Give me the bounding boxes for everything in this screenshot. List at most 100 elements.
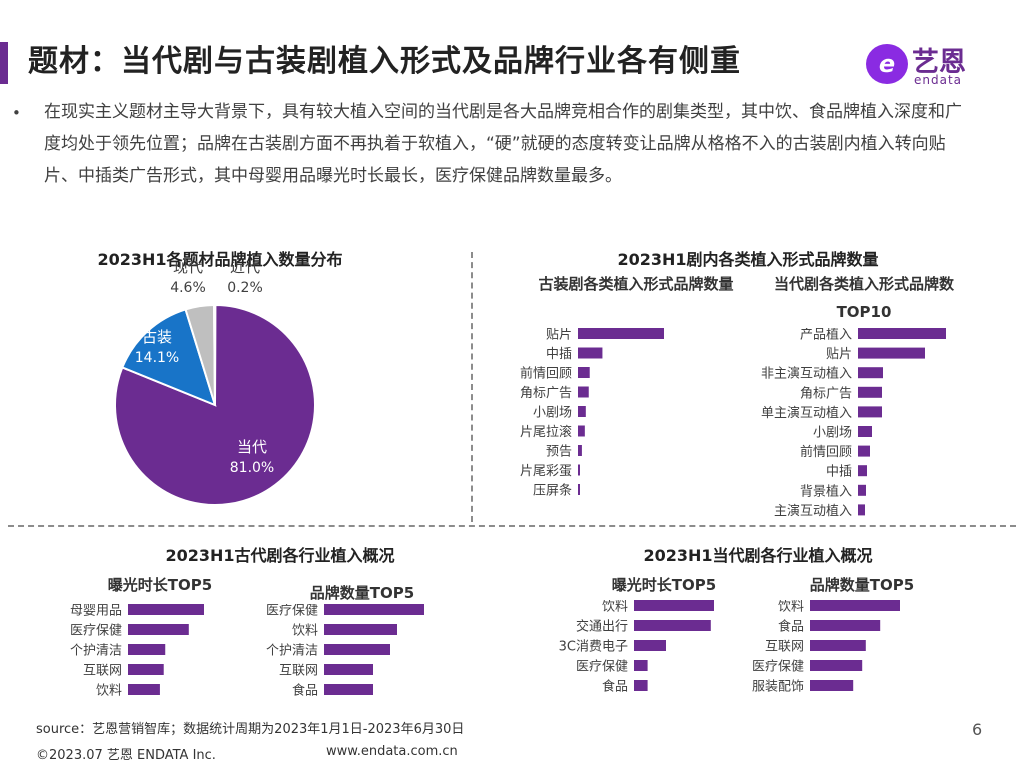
bar: [858, 445, 870, 457]
bullet-dot: •: [12, 104, 21, 122]
bar-category-label: 互联网: [83, 664, 122, 679]
bar-category-label: 3C消费电子: [559, 640, 628, 655]
bar-category-label: 互联网: [765, 640, 804, 655]
bar-category-label: 背景植入: [800, 484, 852, 499]
bar: [634, 620, 711, 631]
bar: [634, 640, 666, 651]
bar-category-label: 产品植入: [800, 328, 852, 343]
bar: [634, 660, 648, 671]
bar-category-label: 医疗保健: [266, 604, 318, 619]
pie-slice-3: [213, 304, 217, 406]
bar-category-label: 医疗保健: [70, 624, 122, 639]
pie-slice-value: 81.0%: [230, 460, 274, 476]
bar: [810, 680, 854, 691]
bar: [858, 465, 867, 477]
bar-category-label: 食品: [292, 683, 318, 699]
bar-category-label: 前情回顾: [800, 444, 852, 460]
bar-category-label: 片尾拉滚: [520, 424, 572, 440]
bar: [578, 406, 586, 417]
bar: [578, 464, 580, 476]
modern-exposure-chart-title: 曝光时长TOP5: [611, 576, 717, 594]
pie-slice-label: 现代: [173, 262, 203, 276]
bar-category-label: 服装配饰: [752, 680, 804, 695]
bar-category-label: 饮料: [292, 624, 318, 639]
bar-category-label: 饮料: [778, 600, 804, 615]
bar-category-label: 非主演互动植入: [761, 366, 852, 382]
pie-slice-value: 4.6%: [170, 280, 206, 296]
pie-slice-1: [121, 308, 217, 407]
bar: [324, 644, 390, 655]
ancient-industry-group-title: 2023H1古代剧各行业植入概况: [165, 546, 395, 565]
title-accent-bar: [0, 42, 8, 84]
pie-chart: 当代 81.0% 古装 14.1% 现代 4.6% 近代 0.2%: [114, 262, 316, 506]
bar: [858, 504, 865, 516]
bar-category-label: 主演互动植入: [774, 503, 852, 519]
bar-category-label: 贴片: [826, 347, 852, 362]
bar-category-label: 母婴用品: [70, 604, 122, 619]
bar-category-label: 医疗保健: [576, 660, 628, 675]
modern-format-chart-title: 当代剧各类植入形式品牌数TOP10: [773, 275, 954, 321]
logo-mark-icon: e: [866, 44, 908, 84]
bar-category-label: 小剧场: [533, 406, 572, 421]
bar-category-label: 饮料: [602, 600, 628, 615]
bar-category-label: 个护清洁: [266, 644, 318, 659]
bar: [858, 386, 882, 398]
ancient-brandcount-chart-title: 品牌数量TOP5: [309, 584, 415, 602]
bar: [578, 484, 580, 495]
logo-text-en: endata: [914, 73, 963, 87]
bar: [810, 620, 881, 631]
footer-url: www.endata.com.cn: [326, 744, 458, 759]
modern-brandcount-chart-title: 品牌数量TOP5: [809, 576, 915, 594]
pie-chart-title: 2023H1各题材品牌植入数量分布: [97, 250, 343, 269]
page-number: 6: [972, 720, 983, 739]
pie-slice-label: 当代: [237, 438, 267, 456]
modern-industry-group-title: 2023H1当代剧各行业植入概况: [643, 546, 873, 565]
bar: [858, 406, 882, 418]
bar: [128, 684, 160, 695]
bar: [810, 600, 900, 611]
bar-category-label: 贴片: [546, 328, 572, 343]
bar: [634, 600, 714, 611]
pie-slice-value: 0.2%: [227, 280, 263, 296]
bar: [128, 644, 166, 655]
bar: [324, 664, 373, 675]
endata-logo: e 艺恩 endata: [866, 40, 1006, 90]
bar-category-label: 片尾彩蛋: [520, 464, 572, 479]
footer-source: source：艺恩营销智库；数据统计周期为2023年1月1日-2023年6月30…: [36, 722, 465, 737]
bar: [858, 328, 946, 339]
bar: [858, 367, 883, 379]
pie-slice-label: 古装: [142, 328, 172, 346]
bar-category-label: 饮料: [96, 684, 122, 699]
bar: [578, 367, 590, 378]
vertical-divider: [471, 252, 473, 522]
bar: [324, 684, 373, 695]
bar: [324, 624, 397, 635]
bar-category-label: 角标广告: [520, 386, 572, 401]
bar-category-label: 中插: [546, 347, 572, 362]
bar-category-label: 互联网: [279, 664, 318, 679]
bar: [128, 604, 204, 615]
bar: [858, 347, 925, 359]
pie-slice-value: 14.1%: [135, 350, 179, 366]
horizontal-divider: [8, 525, 1016, 527]
bar: [578, 386, 589, 398]
bar: [810, 640, 866, 651]
bar-category-label: 医疗保健: [752, 660, 804, 675]
modern-format-bar-chart: 产品植入贴片非主演互动植入角标广告单主演互动植入小剧场前情回顾中插背景植入主演互…: [761, 328, 946, 519]
bar: [578, 425, 585, 437]
bar-category-label: 角标广告: [800, 386, 852, 401]
summary-paragraph: 在现实主义题材主导大背景下，具有较大植入空间的当代剧是各大品牌竞相合作的剧集类型…: [44, 102, 962, 186]
bar: [858, 426, 872, 437]
bar-category-label: 前情回顾: [520, 366, 572, 382]
bar: [128, 664, 164, 675]
footer-copyright: ©2023.07 艺恩 ENDATA Inc.: [36, 748, 216, 763]
format-group-title: 2023H1剧内各类植入形式品牌数量: [617, 250, 879, 269]
logo-text-cn: 艺恩: [912, 47, 966, 78]
bar-category-label: 交通出行: [576, 619, 628, 635]
bar: [858, 484, 866, 496]
